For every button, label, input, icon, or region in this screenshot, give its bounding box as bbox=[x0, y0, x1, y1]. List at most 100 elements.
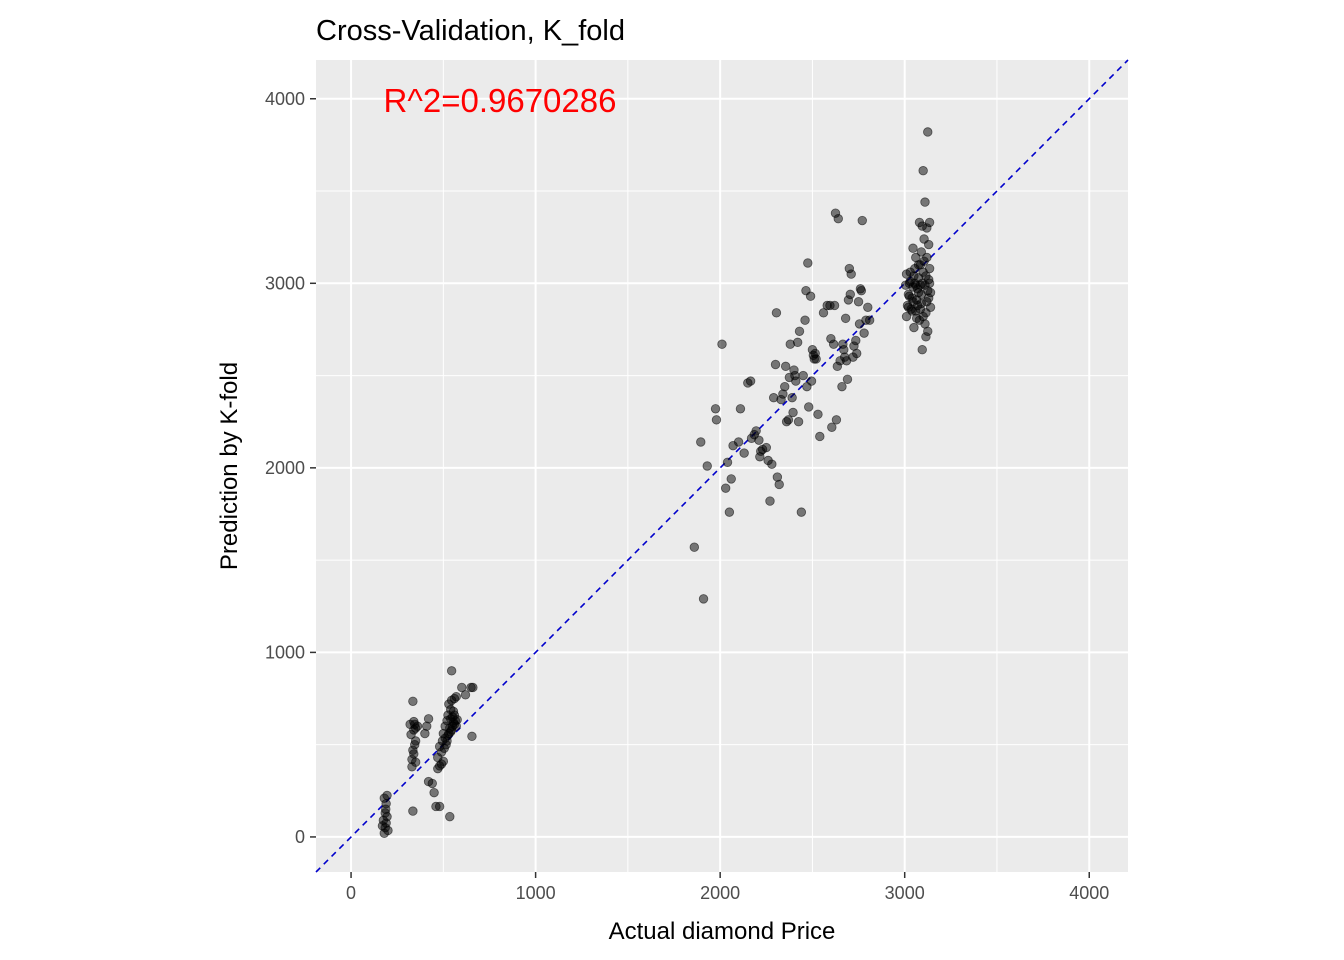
data-point bbox=[443, 710, 453, 720]
data-point bbox=[696, 437, 706, 447]
chart-title: Cross-Validation, K_fold bbox=[316, 15, 625, 47]
data-point bbox=[805, 291, 816, 301]
data-point bbox=[468, 682, 478, 693]
data-point bbox=[924, 217, 935, 228]
data-point bbox=[751, 426, 761, 436]
data-point bbox=[864, 315, 875, 325]
y-tick-label: 0 bbox=[295, 827, 305, 847]
data-point bbox=[711, 415, 722, 425]
data-point bbox=[796, 507, 807, 517]
x-axis-title: Actual diamond Price bbox=[609, 918, 836, 945]
data-point bbox=[811, 354, 821, 364]
data-point bbox=[909, 322, 919, 333]
data-point bbox=[698, 594, 709, 604]
data-point bbox=[774, 479, 784, 490]
data-point bbox=[788, 407, 798, 418]
data-point bbox=[429, 787, 439, 798]
data-point bbox=[827, 422, 837, 432]
grid-lines bbox=[316, 60, 1128, 872]
y-tick-label: 4000 bbox=[265, 89, 305, 109]
data-point bbox=[423, 714, 434, 724]
data-point bbox=[921, 271, 931, 281]
data-point bbox=[831, 415, 842, 425]
data-point bbox=[846, 269, 856, 279]
data-point bbox=[787, 393, 797, 403]
data-point bbox=[901, 269, 912, 279]
data-point bbox=[792, 337, 803, 348]
data-point bbox=[915, 280, 926, 290]
x-tick-label: 2000 bbox=[700, 883, 740, 903]
data-point bbox=[851, 335, 861, 346]
data-point bbox=[918, 166, 928, 176]
y-tick-label: 2000 bbox=[265, 458, 305, 478]
data-point bbox=[923, 326, 933, 336]
data-point bbox=[467, 731, 477, 742]
data-point bbox=[829, 300, 840, 311]
data-point bbox=[813, 409, 823, 420]
r-squared-annotation: R^2=0.9670286 bbox=[384, 82, 617, 119]
data-point bbox=[925, 287, 936, 298]
data-point bbox=[767, 459, 777, 469]
data-point bbox=[916, 298, 927, 309]
data-point bbox=[451, 691, 461, 702]
data-point bbox=[457, 682, 467, 693]
data-point bbox=[794, 326, 805, 336]
data-point bbox=[381, 804, 391, 814]
data-point bbox=[717, 339, 727, 349]
data-point bbox=[689, 542, 700, 552]
data-point bbox=[833, 214, 843, 224]
data-point bbox=[761, 442, 771, 453]
data-point bbox=[911, 313, 922, 324]
data-point bbox=[702, 461, 712, 471]
data-point bbox=[460, 690, 471, 700]
data-point bbox=[923, 239, 934, 250]
data-point bbox=[410, 757, 421, 767]
x-tick-label: 1000 bbox=[516, 883, 556, 903]
data-points bbox=[377, 127, 936, 838]
data-point bbox=[917, 345, 927, 355]
data-point bbox=[920, 197, 930, 207]
data-point bbox=[859, 328, 869, 338]
x-tick-label: 3000 bbox=[885, 883, 925, 903]
x-tick-label: 0 bbox=[346, 883, 356, 903]
data-point bbox=[818, 308, 829, 318]
data-point bbox=[754, 435, 764, 445]
data-point bbox=[710, 404, 721, 414]
data-point bbox=[837, 381, 847, 392]
data-point bbox=[408, 806, 418, 816]
data-point bbox=[840, 313, 851, 324]
data-point bbox=[765, 496, 775, 506]
data-point bbox=[446, 666, 457, 676]
data-point bbox=[828, 339, 839, 349]
data-point bbox=[908, 243, 918, 253]
data-point bbox=[793, 417, 804, 427]
data-point bbox=[924, 263, 935, 274]
data-point bbox=[856, 285, 867, 296]
data-point bbox=[925, 302, 936, 312]
axis-ticks: 0 1000 2000 3000 4000 0 1000 2000 3000 4000 bbox=[265, 89, 1109, 903]
data-point bbox=[771, 308, 782, 318]
data-point bbox=[726, 474, 736, 484]
data-point bbox=[735, 404, 746, 414]
x-tick-label: 4000 bbox=[1069, 883, 1109, 903]
data-point bbox=[916, 247, 927, 257]
data-point bbox=[451, 721, 461, 731]
data-point bbox=[423, 776, 434, 787]
data-point bbox=[804, 402, 814, 412]
data-point bbox=[739, 448, 749, 458]
data-point bbox=[913, 260, 924, 270]
data-point bbox=[815, 431, 825, 442]
data-point bbox=[800, 315, 810, 325]
data-point bbox=[382, 790, 392, 801]
data-point bbox=[720, 483, 731, 493]
data-point bbox=[770, 359, 781, 370]
data-point bbox=[745, 376, 756, 386]
data-point bbox=[922, 252, 932, 263]
data-point bbox=[917, 221, 927, 231]
data-point bbox=[806, 376, 817, 386]
data-point bbox=[733, 437, 744, 447]
data-point bbox=[724, 507, 735, 517]
data-point bbox=[405, 719, 415, 730]
data-point bbox=[791, 376, 801, 386]
